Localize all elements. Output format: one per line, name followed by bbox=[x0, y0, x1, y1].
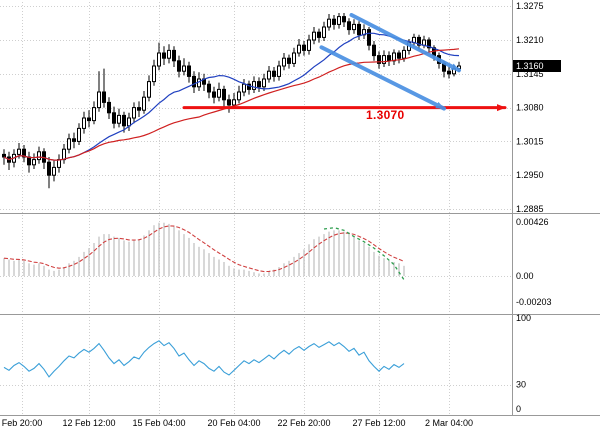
svg-text:1.2950: 1.2950 bbox=[516, 170, 544, 180]
svg-text:1.3145: 1.3145 bbox=[516, 69, 544, 79]
svg-text:12 Feb 12:00: 12 Feb 12:00 bbox=[62, 418, 115, 428]
svg-text:100: 100 bbox=[516, 313, 531, 323]
support-level-label: 1.3070 bbox=[366, 108, 405, 122]
price-axis-labels: 1.3275 1.3210 1.3145 1.3080 1.3015 1.2950 1.28… bbox=[516, 1, 552, 414]
svg-text:Feb 20:00: Feb 20:00 bbox=[2, 418, 43, 428]
svg-text:0.00: 0.00 bbox=[516, 271, 534, 281]
panel-separators bbox=[0, 0, 600, 416]
svg-text:1.3275: 1.3275 bbox=[516, 1, 544, 11]
trendline-upper[interactable] bbox=[349, 13, 461, 73]
svg-text:0.00426: 0.00426 bbox=[516, 217, 549, 227]
svg-text:1.2885: 1.2885 bbox=[516, 204, 544, 214]
svg-text:-0.00203: -0.00203 bbox=[516, 297, 552, 307]
svg-text:20 Feb 04:00: 20 Feb 04:00 bbox=[207, 418, 260, 428]
trendline-lower[interactable] bbox=[319, 45, 446, 111]
svg-text:15 Feb 04:00: 15 Feb 04:00 bbox=[132, 418, 185, 428]
svg-text:1.3210: 1.3210 bbox=[516, 35, 544, 45]
macd-trend-marks[interactable] bbox=[323, 227, 405, 281]
svg-text:30: 30 bbox=[516, 380, 526, 390]
time-axis-labels: Feb 20:00 12 Feb 12:00 15 Feb 04:00 20 Feb … bbox=[2, 418, 473, 428]
svg-text:1.3015: 1.3015 bbox=[516, 136, 544, 146]
svg-text:27 Feb 12:00: 27 Feb 12:00 bbox=[352, 418, 405, 428]
svg-text:2 Mar 04:00: 2 Mar 04:00 bbox=[425, 418, 473, 428]
macd-histogram bbox=[3, 222, 405, 276]
svg-text:22 Feb 20:00: 22 Feb 20:00 bbox=[277, 418, 330, 428]
candlestick-series bbox=[2, 13, 461, 189]
grid-lines bbox=[0, 2, 512, 415]
ma-slow-line bbox=[3, 48, 460, 161]
macd-signal-line bbox=[3, 225, 405, 273]
svg-text:1.3080: 1.3080 bbox=[516, 103, 544, 113]
oscillator-line bbox=[3, 340, 405, 378]
svg-text:0: 0 bbox=[516, 404, 521, 414]
current-price-tag: 1.3160 bbox=[513, 60, 561, 72]
